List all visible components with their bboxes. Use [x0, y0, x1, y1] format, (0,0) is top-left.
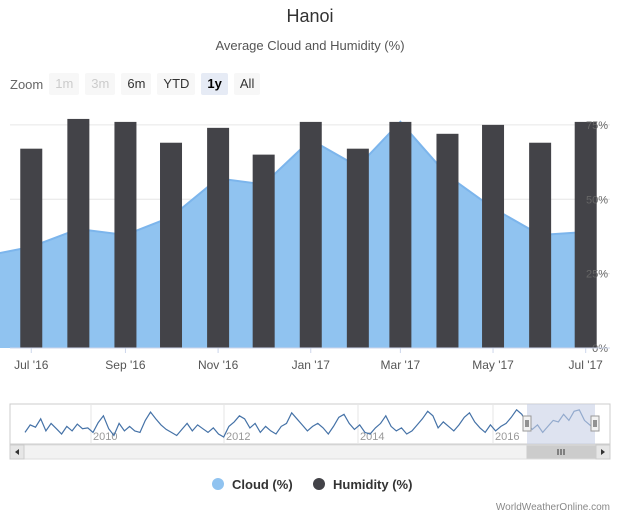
navigator-tick-label: 2014 [360, 431, 384, 443]
humidity-bar [252, 154, 275, 348]
x-axis: Jul '16 Sep '16 Nov '16 Jan '17 Mar '17 May '… [10, 347, 610, 372]
navigator-tick-label: 2012 [226, 431, 250, 443]
legend-cloud-label: Cloud (%) [232, 477, 293, 492]
chart-title: Hanoi [286, 6, 334, 26]
x-tick-label: Sep '16 [105, 358, 146, 372]
y-tick-label: 75% [586, 120, 608, 132]
humidity-bar [299, 121, 322, 349]
humidity-bar [389, 121, 412, 349]
y-axis: 0% 25% 50% 75% [586, 120, 608, 355]
x-tick-label: Nov '16 [198, 358, 239, 372]
navigator-frame [9, 403, 611, 445]
legend-cloud-marker [212, 478, 224, 490]
humidity-bar [529, 142, 552, 348]
zoom-1m-button[interactable]: 1m [49, 73, 80, 95]
x-tick-label: Mar '17 [381, 358, 421, 372]
navigator-tick-label: 2010 [93, 431, 117, 443]
navigator-series-line [24, 408, 596, 438]
humidity-bar [482, 124, 505, 348]
x-tick-label: Jan '17 [292, 358, 331, 372]
humidity-bar [20, 148, 43, 348]
legend-humidity-label: Humidity (%) [333, 477, 412, 492]
chart-subtitle: Average Cloud and Humidity (%) [215, 38, 405, 53]
y-tick-label: 0% [592, 343, 608, 355]
range-selector: Zoom 1m 3m 6m YTD 1y All [10, 72, 266, 96]
navigator-tick-label: 2016 [495, 431, 519, 443]
x-tick-label: Jul '17 [569, 358, 604, 372]
x-tick-label: May '17 [472, 358, 514, 372]
watermark-credit: WorldWeatherOnline.com [495, 502, 610, 513]
zoom-all-button[interactable]: All [233, 73, 261, 95]
y-tick-label: 50% [586, 194, 608, 206]
x-tick-label: Jul '16 [14, 358, 49, 372]
humidity-bar [574, 121, 597, 349]
humidity-bar [346, 148, 369, 348]
humidity-bar [114, 121, 137, 349]
zoom-1y-button[interactable]: 1y [201, 73, 228, 95]
humidity-bar [67, 118, 90, 348]
zoom-3m-button[interactable]: 3m [85, 73, 116, 95]
scroll-left-arrow-icon [15, 449, 19, 455]
humidity-bar [436, 133, 459, 348]
zoom-6m-button[interactable]: 6m [121, 73, 152, 95]
zoom-ytd-button[interactable]: YTD [157, 73, 196, 95]
scroll-right-arrow-icon [601, 449, 605, 455]
scrollbar-track [9, 444, 611, 460]
legend-humidity-marker [313, 478, 325, 490]
humidity-bar [160, 142, 183, 348]
y-tick-label: 25% [586, 269, 608, 281]
humidity-bar [207, 127, 230, 348]
navigator-right-handle [590, 415, 600, 432]
navigator-selected-range [527, 404, 595, 444]
scrollbar[interactable] [9, 444, 611, 460]
navigator[interactable]: 2010 2012 2014 2016 [9, 403, 611, 445]
humidity-series [20, 118, 597, 349]
zoom-label: Zoom [10, 76, 44, 92]
legend: Cloud (%) Humidity (%) [212, 477, 412, 492]
navigator-left-handle [522, 415, 532, 432]
